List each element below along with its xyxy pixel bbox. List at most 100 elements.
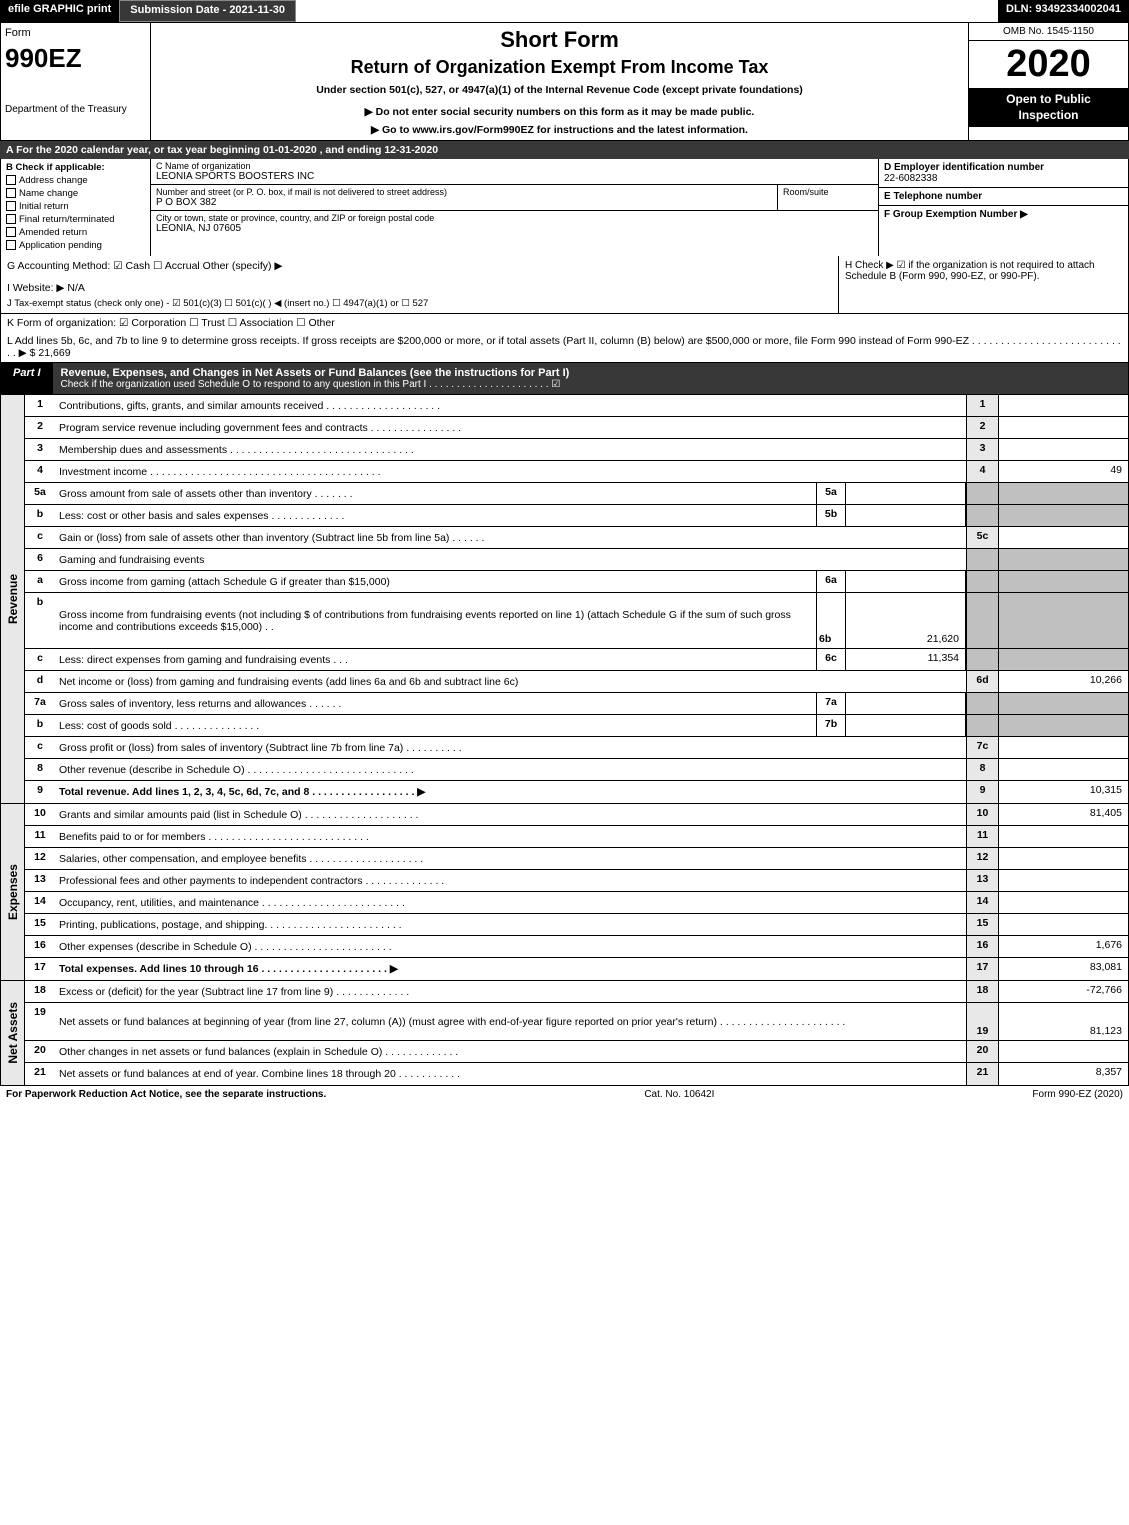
g-h-i-j-block: G Accounting Method: ☑ Cash ☐ Accrual Ot… — [1, 256, 838, 313]
part1-tag: Part I — [1, 363, 53, 394]
header-left: Form 990EZ Department of the Treasury — [1, 23, 151, 140]
street-cell: Number and street (or P. O. box, if mail… — [151, 185, 778, 210]
revenue-side-label: Revenue — [1, 395, 25, 803]
ein-label: D Employer identification number — [884, 162, 1044, 173]
line-k: K Form of organization: ☑ Corporation ☐ … — [0, 314, 1129, 332]
chk-final-return[interactable]: Final return/terminated — [6, 214, 145, 225]
chk-initial-return[interactable]: Initial return — [6, 201, 145, 212]
line-l: L Add lines 5b, 6c, and 7b to line 9 to … — [0, 332, 1129, 363]
part1-header: Part I Revenue, Expenses, and Changes in… — [0, 363, 1129, 395]
form-header: Form 990EZ Department of the Treasury Sh… — [0, 22, 1129, 141]
chk-amended[interactable]: Amended return — [6, 227, 145, 238]
line-15: 15Printing, publications, postage, and s… — [25, 914, 1128, 936]
footer-cat-no: Cat. No. 10642I — [326, 1089, 1032, 1100]
part1-subtitle: Check if the organization used Schedule … — [61, 379, 1120, 390]
dln-label: DLN: 93492334002041 — [998, 0, 1129, 22]
page-footer: For Paperwork Reduction Act Notice, see … — [0, 1086, 1129, 1103]
line-20: 20Other changes in net assets or fund ba… — [25, 1041, 1128, 1063]
line-h: H Check ▶ ☑ if the organization is not r… — [838, 256, 1128, 313]
dept-treasury: Department of the Treasury — [5, 104, 146, 115]
col-d-ein: D Employer identification number 22-6082… — [878, 159, 1128, 256]
footer-left: For Paperwork Reduction Act Notice, see … — [6, 1089, 326, 1100]
line-6: 6Gaming and fundraising events — [25, 549, 1128, 571]
col-b-checkboxes: B Check if applicable: Address change Na… — [1, 159, 151, 256]
top-toolbar: efile GRAPHIC print Submission Date - 20… — [0, 0, 1129, 22]
city-value: LEONIA, NJ 07605 — [156, 223, 873, 234]
line-13: 13Professional fees and other payments t… — [25, 870, 1128, 892]
group-exempt-cell: F Group Exemption Number ▶ — [879, 206, 1128, 256]
short-form-title: Short Form — [159, 27, 960, 53]
line-8: 8Other revenue (describe in Schedule O) … — [25, 759, 1128, 781]
phone-cell: E Telephone number — [879, 188, 1128, 206]
line-g: G Accounting Method: ☑ Cash ☐ Accrual Ot… — [7, 260, 832, 272]
expenses-side-label: Expenses — [1, 804, 25, 980]
netassets-section: Net Assets 18Excess or (deficit) for the… — [0, 981, 1129, 1086]
line-4: 4Investment income . . . . . . . . . . .… — [25, 461, 1128, 483]
return-title: Return of Organization Exempt From Incom… — [159, 57, 960, 78]
irs-link-text: ▶ Go to www.irs.gov/Form990EZ for instru… — [159, 124, 960, 136]
line-5a: 5aGross amount from sale of assets other… — [25, 483, 1128, 505]
header-right: OMB No. 1545-1150 2020 Open to Public In… — [968, 23, 1128, 140]
subtitle-section: Under section 501(c), 527, or 4947(a)(1)… — [159, 84, 960, 96]
org-name-label: C Name of organization — [156, 161, 873, 171]
line-18: 18Excess or (deficit) for the year (Subt… — [25, 981, 1128, 1003]
submission-date-button[interactable]: Submission Date - 2021-11-30 — [119, 0, 296, 22]
line-2: 2Program service revenue including gover… — [25, 417, 1128, 439]
org-name-cell: C Name of organization LEONIA SPORTS BOO… — [151, 159, 878, 185]
group-exempt-label: F Group Exemption Number ▶ — [884, 209, 1028, 220]
expenses-section: Expenses 10Grants and similar amounts pa… — [0, 804, 1129, 981]
line-5b: bLess: cost or other basis and sales exp… — [25, 505, 1128, 527]
omb-number: OMB No. 1545-1150 — [969, 23, 1128, 41]
city-label: City or town, state or province, country… — [156, 213, 873, 223]
line-1: 1Contributions, gifts, grants, and simil… — [25, 395, 1128, 417]
line-6c: cLess: direct expenses from gaming and f… — [25, 649, 1128, 671]
line-10: 10Grants and similar amounts paid (list … — [25, 804, 1128, 826]
efile-print-button[interactable]: efile GRAPHIC print — [0, 0, 119, 22]
chk-pending[interactable]: Application pending — [6, 240, 145, 251]
line-6d: dNet income or (loss) from gaming and fu… — [25, 671, 1128, 693]
org-info-grid: B Check if applicable: Address change Na… — [0, 159, 1129, 256]
line-3: 3Membership dues and assessments . . . .… — [25, 439, 1128, 461]
line-9: 9Total revenue. Add lines 1, 2, 3, 4, 5c… — [25, 781, 1128, 803]
city-cell: City or town, state or province, country… — [151, 211, 878, 236]
line-6a: aGross income from gaming (attach Schedu… — [25, 571, 1128, 593]
part1-title: Revenue, Expenses, and Changes in Net As… — [53, 363, 1128, 394]
street-value: P O BOX 382 — [156, 197, 772, 208]
revenue-section: Revenue 1Contributions, gifts, grants, a… — [0, 395, 1129, 804]
ein-cell: D Employer identification number 22-6082… — [879, 159, 1128, 188]
line-19: 19Net assets or fund balances at beginni… — [25, 1003, 1128, 1041]
toolbar-spacer — [296, 0, 998, 22]
inspect-line2: Inspection — [1018, 108, 1078, 122]
line-7c: cGross profit or (loss) from sales of in… — [25, 737, 1128, 759]
gh-row: G Accounting Method: ☑ Cash ☐ Accrual Ot… — [0, 256, 1129, 314]
line-21: 21Net assets or fund balances at end of … — [25, 1063, 1128, 1085]
line-17: 17Total expenses. Add lines 10 through 1… — [25, 958, 1128, 980]
col-c-org-details: C Name of organization LEONIA SPORTS BOO… — [151, 159, 878, 256]
line-14: 14Occupancy, rent, utilities, and mainte… — [25, 892, 1128, 914]
revenue-table: 1Contributions, gifts, grants, and simil… — [25, 395, 1128, 803]
org-name: LEONIA SPORTS BOOSTERS INC — [156, 171, 873, 182]
open-to-public: Open to Public Inspection — [969, 88, 1128, 127]
ssn-warning: ▶ Do not enter social security numbers o… — [159, 106, 960, 118]
ein-value: 22-6082338 — [884, 173, 937, 184]
inspect-line1: Open to Public — [1006, 92, 1091, 106]
expenses-table: 10Grants and similar amounts paid (list … — [25, 804, 1128, 980]
line-6b: bGross income from fundraising events (n… — [25, 593, 1128, 649]
line-j: J Tax-exempt status (check only one) - ☑… — [7, 298, 832, 309]
line-16: 16Other expenses (describe in Schedule O… — [25, 936, 1128, 958]
chk-name-change[interactable]: Name change — [6, 188, 145, 199]
line-i: I Website: ▶ N/A — [7, 282, 832, 294]
tax-year: 2020 — [969, 41, 1128, 88]
street-row: Number and street (or P. O. box, if mail… — [151, 185, 878, 211]
chk-address-change[interactable]: Address change — [6, 175, 145, 186]
room-cell: Room/suite — [778, 185, 878, 210]
header-middle: Short Form Return of Organization Exempt… — [151, 23, 968, 140]
row-a-period: A For the 2020 calendar year, or tax yea… — [0, 141, 1129, 159]
line-7b: bLess: cost of goods sold . . . . . . . … — [25, 715, 1128, 737]
form-number: 990EZ — [5, 43, 146, 74]
col-b-title: B Check if applicable: — [6, 162, 145, 173]
line-11: 11Benefits paid to or for members . . . … — [25, 826, 1128, 848]
line-12: 12Salaries, other compensation, and empl… — [25, 848, 1128, 870]
netassets-side-label: Net Assets — [1, 981, 25, 1085]
phone-label: E Telephone number — [884, 191, 982, 202]
